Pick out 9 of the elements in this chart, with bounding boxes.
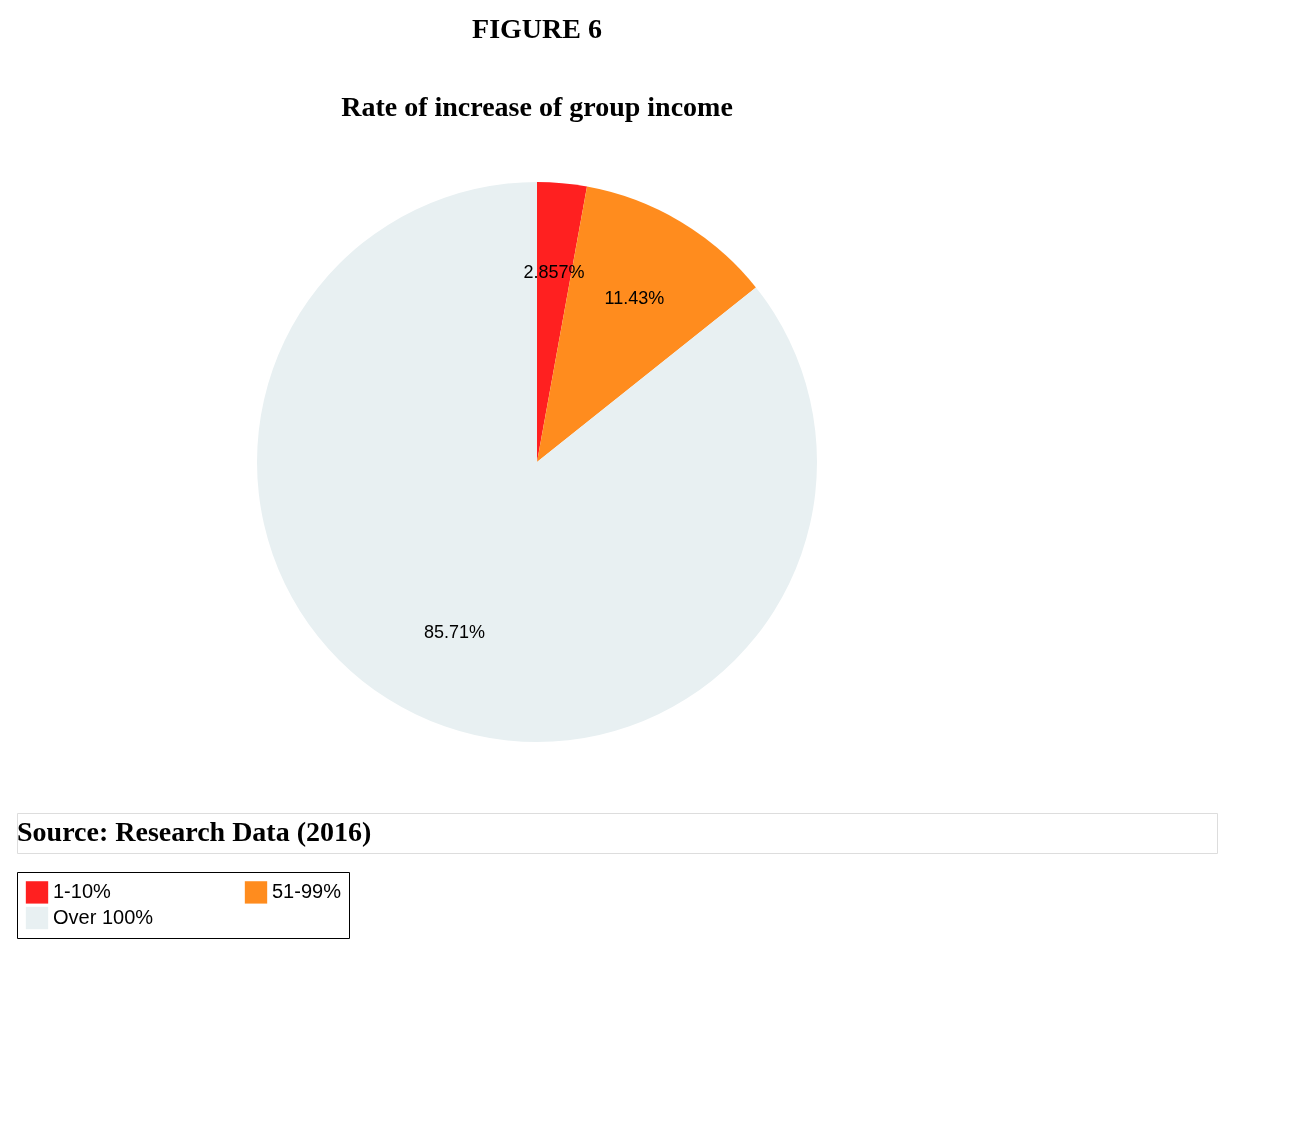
legend-label: 1-10% [53,880,112,903]
pie-slice [257,182,817,742]
chart-subtitle: Rate of increase of group income [341,91,733,122]
data-label: 85.71% [424,622,486,643]
chart-title: FIGURE 6 [472,13,602,44]
data-label: 11.43% [604,287,665,308]
source-note: Source: Research Data (2016) [17,816,372,847]
legend-label: Over 100% [53,906,154,928]
legend-label: 51-99% [272,880,342,903]
